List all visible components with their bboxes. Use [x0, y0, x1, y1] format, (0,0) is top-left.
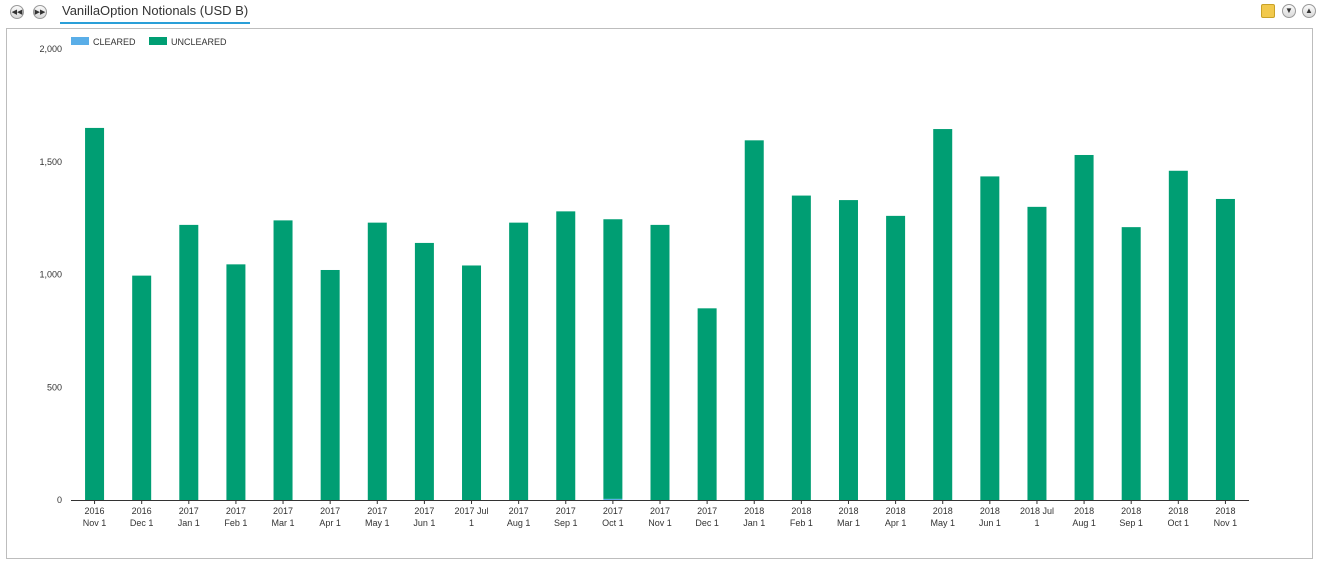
bar-uncleared[interactable] [933, 129, 953, 500]
x-tick-label: Nov 1 [83, 518, 107, 528]
bar-uncleared[interactable] [697, 308, 717, 500]
y-tick-label: 1,500 [39, 157, 62, 167]
bar-uncleared[interactable] [85, 127, 105, 501]
bar-uncleared[interactable] [886, 215, 906, 500]
toolbar: ◀◀ ▶▶ VanillaOption Notionals (USD B) ▼ … [0, 0, 1321, 26]
x-tick-label: 2018 [1121, 506, 1141, 516]
x-tick-label: 2016 [132, 506, 152, 516]
x-tick-label: Mar 1 [272, 518, 295, 528]
bar-uncleared[interactable] [1215, 198, 1235, 500]
x-tick-label: 1 [469, 518, 474, 528]
bar-uncleared[interactable] [320, 269, 340, 500]
x-tick-label: May 1 [930, 518, 955, 528]
x-tick-label: 2017 [697, 506, 717, 516]
x-tick-label: 2018 [980, 506, 1000, 516]
x-tick-label: 2017 [509, 506, 529, 516]
x-tick-label: 2017 [556, 506, 576, 516]
bar-chart: CLEARED UNCLEARED 0 500 1,000 1,500 2,000 20… [39, 37, 1249, 528]
bar-uncleared[interactable] [603, 219, 623, 499]
x-tick-label: 2016 [85, 506, 105, 516]
legend-label-cleared: CLEARED [93, 37, 136, 47]
bar-uncleared[interactable] [791, 195, 811, 500]
x-tick-label: Jan 1 [743, 518, 765, 528]
x-tick-label: 2018 Jul [1020, 506, 1054, 516]
x-tick-label: Sep 1 [554, 518, 578, 528]
x-tick-label: Sep 1 [1119, 518, 1143, 528]
legend-swatch-uncleared [149, 37, 167, 45]
x-tick-label: 2018 [933, 506, 953, 516]
y-tick-label: 1,000 [39, 270, 62, 280]
x-tick-label: 1 [1034, 518, 1039, 528]
legend-swatch-cleared [71, 37, 89, 45]
x-tick-label: 2017 [320, 506, 340, 516]
bar-uncleared[interactable] [1074, 154, 1094, 501]
y-tick-label: 500 [47, 382, 62, 392]
collapse-icon[interactable]: ▼ [1282, 4, 1296, 18]
bar-uncleared[interactable] [226, 264, 246, 500]
bar-uncleared[interactable] [179, 224, 199, 500]
bar-uncleared[interactable] [462, 265, 482, 500]
y-axis: 0 500 1,000 1,500 2,000 [39, 44, 62, 505]
x-tick-label: Aug 1 [507, 518, 531, 528]
bar-uncleared[interactable] [132, 275, 152, 500]
x-tick-label: Feb 1 [790, 518, 813, 528]
x-tick-label: 2018 [838, 506, 858, 516]
bar-uncleared[interactable] [556, 211, 576, 501]
x-tick-label: Jun 1 [413, 518, 435, 528]
folder-export-icon[interactable] [1261, 4, 1275, 18]
x-tick-label: Dec 1 [695, 518, 719, 528]
y-tick-label: 0 [57, 495, 62, 505]
x-tick-label: Oct 1 [602, 518, 624, 528]
x-tick-label: Apr 1 [319, 518, 341, 528]
bar-uncleared[interactable] [509, 222, 529, 500]
x-tick-label: Aug 1 [1072, 518, 1096, 528]
bar-uncleared[interactable] [1027, 206, 1047, 500]
bar-cleared[interactable] [603, 498, 623, 500]
bar-uncleared[interactable] [980, 176, 1000, 500]
x-tick-label: 2018 [886, 506, 906, 516]
x-tick-label: 2017 [414, 506, 434, 516]
x-tick-label: Nov 1 [648, 518, 672, 528]
expand-icon[interactable]: ▲ [1302, 4, 1316, 18]
x-tick-label: 2018 [744, 506, 764, 516]
x-tick-label: Apr 1 [885, 518, 907, 528]
bar-uncleared[interactable] [650, 224, 670, 500]
bar-uncleared[interactable] [744, 140, 764, 500]
chart-title-tab[interactable]: VanillaOption Notionals (USD B) [60, 2, 251, 24]
x-tick-label: 2017 [273, 506, 293, 516]
x-tick-label: 2017 [367, 506, 387, 516]
legend-label-uncleared: UNCLEARED [171, 37, 227, 47]
x-tick-label: 2017 [603, 506, 623, 516]
bar-uncleared[interactable] [1121, 227, 1141, 500]
x-tick-label: Oct 1 [1168, 518, 1190, 528]
bar-uncleared[interactable] [838, 200, 858, 500]
x-tick-label: Mar 1 [837, 518, 860, 528]
x-tick-label: 2018 [1168, 506, 1188, 516]
bar-uncleared[interactable] [273, 220, 293, 500]
y-tick-label: 2,000 [39, 44, 62, 54]
x-tick-label: Jan 1 [178, 518, 200, 528]
bars [85, 127, 1235, 501]
bar-uncleared[interactable] [414, 242, 434, 500]
x-axis: 2016 Nov 1 2016 Dec 1 2017 Jan 1 2017 Feb 1 2017… [71, 500, 1249, 528]
x-tick-label: 2017 [179, 506, 199, 516]
rewind-icon[interactable]: ◀◀ [10, 5, 24, 19]
x-tick-label: 2018 [1215, 506, 1235, 516]
fast-forward-icon[interactable]: ▶▶ [33, 5, 47, 19]
x-tick-label: Dec 1 [130, 518, 154, 528]
x-tick-label: 2017 [226, 506, 246, 516]
x-tick-label: 2017 [650, 506, 670, 516]
x-tick-label: Nov 1 [1214, 518, 1238, 528]
x-tick-label: May 1 [365, 518, 390, 528]
chart-panel: CLEARED UNCLEARED 0 500 1,000 1,500 2,000 20… [6, 28, 1313, 559]
bar-uncleared[interactable] [1168, 170, 1188, 500]
x-tick-label: Jun 1 [979, 518, 1001, 528]
legend: CLEARED UNCLEARED [71, 37, 227, 47]
bar-uncleared[interactable] [367, 222, 387, 500]
x-tick-label: Feb 1 [224, 518, 247, 528]
x-tick-label: 2018 [791, 506, 811, 516]
x-tick-label: 2017 Jul [455, 506, 489, 516]
x-tick-label: 2018 [1074, 506, 1094, 516]
